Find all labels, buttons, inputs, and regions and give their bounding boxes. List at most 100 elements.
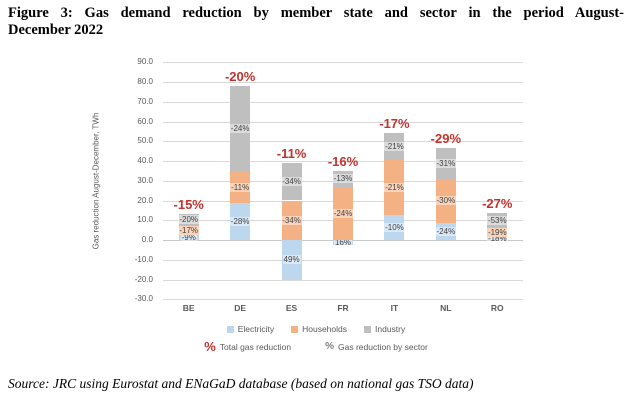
sector-label: -34% <box>281 215 302 225</box>
gridline <box>163 101 523 103</box>
y-tick-label: 60.0 <box>137 116 153 126</box>
figure-title: Figure 3: Gas demand reduction by member… <box>8 5 624 39</box>
x-category-label: RO <box>490 303 504 313</box>
legend-item-households: Households <box>291 324 347 334</box>
sector-label: -21% <box>384 183 405 193</box>
bar-segment: -19% <box>486 227 508 238</box>
sector-label: 16% <box>333 237 352 247</box>
bar-segment: -13% <box>332 170 354 187</box>
sector-label: -18% <box>486 234 508 244</box>
source-note: Source: JRC using Eurostat and ENaGaD da… <box>8 376 474 391</box>
sector-label: 49% <box>282 255 301 265</box>
x-category-label: ES <box>285 303 298 313</box>
bar-segment: -24% <box>332 186 354 240</box>
y-tick-label: 70.0 <box>137 96 153 106</box>
sector-label: -17% <box>178 225 200 235</box>
total-label: -27% <box>482 196 513 212</box>
bar-segment: -31% <box>435 148 457 179</box>
legend-label-total: Total gas reduction <box>219 341 292 352</box>
x-category-label: BE <box>182 303 195 313</box>
legend-label-households: Households <box>302 324 347 334</box>
x-category-label: DE <box>234 303 247 313</box>
y-axis-title: Gas reduction August-December, TWh <box>91 112 101 250</box>
bar-segment: -10% <box>384 215 405 240</box>
total-label: -15% <box>173 197 204 213</box>
sector-label: -10% <box>384 223 405 233</box>
legend: Electricity Households Industry <box>0 324 632 334</box>
bar-segment: -28% <box>229 203 251 240</box>
gridline <box>163 279 523 281</box>
gridline <box>163 299 523 301</box>
sector-label: -31% <box>435 158 457 168</box>
gridline <box>163 62 523 64</box>
sector-label: -34% <box>281 177 302 187</box>
bar-segment: -34% <box>281 162 302 201</box>
industry-swatch-icon <box>364 325 371 333</box>
gridline <box>163 121 523 123</box>
total-label: -16% <box>327 153 359 169</box>
y-tick-label: 10.0 <box>137 215 153 225</box>
y-tick-label: -30.0 <box>134 294 153 304</box>
sector-label: -24% <box>229 123 251 133</box>
sector-label: -9% <box>180 233 197 243</box>
bar-segment: -11% <box>230 170 251 204</box>
legend-label-industry: Industry <box>375 324 406 334</box>
bar-segment: -17% <box>178 224 200 236</box>
bar-segment: -34% <box>281 200 302 240</box>
y-tick-label: 50.0 <box>137 136 153 146</box>
legend-sector-gas-reduction: % Gas reduction by sector <box>325 341 428 352</box>
sector-label: -21% <box>384 142 405 152</box>
legend-annotations: % Total gas reduction % Gas reduction by… <box>0 339 632 354</box>
figure-title-line2: December 2022 <box>8 22 104 38</box>
households-swatch-icon <box>291 325 299 333</box>
figure-title-line1: Figure 3: Gas demand reduction by member… <box>8 5 624 21</box>
y-tick-label: 20.0 <box>137 195 153 205</box>
legend-item-electricity: Electricity <box>226 324 275 334</box>
bar-segment: -21% <box>384 133 405 160</box>
y-tick-label: 80.0 <box>137 77 153 86</box>
sector-label: -13% <box>332 174 354 184</box>
total-label: -29% <box>430 131 462 147</box>
gridline <box>163 82 523 83</box>
y-tick-label: 40.0 <box>137 156 153 165</box>
y-tick-label: 90.0 <box>137 57 153 67</box>
sector-label: -24% <box>332 208 354 218</box>
bar-segment: -21% <box>384 160 405 216</box>
total-label: -20% <box>224 68 256 84</box>
legend-total-gas-reduction: % Total gas reduction <box>204 339 291 354</box>
sector-label: -24% <box>435 227 457 237</box>
sector-label: -53% <box>486 215 508 225</box>
gridline <box>163 141 523 143</box>
x-category-label: IT <box>390 303 399 313</box>
total-label: -11% <box>276 145 307 161</box>
sector-label: -30% <box>435 196 457 206</box>
bar-segment: -30% <box>435 178 457 224</box>
gridline <box>163 161 523 162</box>
gridline <box>163 259 523 261</box>
sector-label: -11% <box>230 182 251 192</box>
bar-segment: -18% <box>486 234 508 244</box>
bar-segment: 16% <box>333 237 353 247</box>
legend-label-sector: Gas reduction by sector <box>338 341 428 352</box>
bar-segment: -20% <box>178 214 200 225</box>
y-tick-label: -20.0 <box>134 274 153 284</box>
y-tick-label: 30.0 <box>137 175 153 185</box>
electricity-swatch-icon <box>226 325 234 333</box>
sector-label: -28% <box>229 217 251 227</box>
y-tick-label: -10.0 <box>134 254 153 264</box>
bar-segment: 49% <box>281 240 302 280</box>
bar-segment: -24% <box>229 85 251 171</box>
legend-label-electricity: Electricity <box>237 324 275 334</box>
sector-label: -20% <box>178 215 200 225</box>
sector-percent-icon: % <box>325 341 335 352</box>
sector-label: -19% <box>486 227 508 237</box>
bar-segment: -24% <box>435 223 457 240</box>
x-category-label: NL <box>440 303 452 313</box>
x-category-label: FR <box>337 303 349 313</box>
total-label: -17% <box>379 116 410 132</box>
chart: Gas reduction August-December, TWh Elect… <box>0 52 632 364</box>
legend-item-industry: Industry <box>364 324 405 334</box>
y-tick-label: 0.0 <box>141 235 153 244</box>
bar-segment: -53% <box>486 213 508 228</box>
